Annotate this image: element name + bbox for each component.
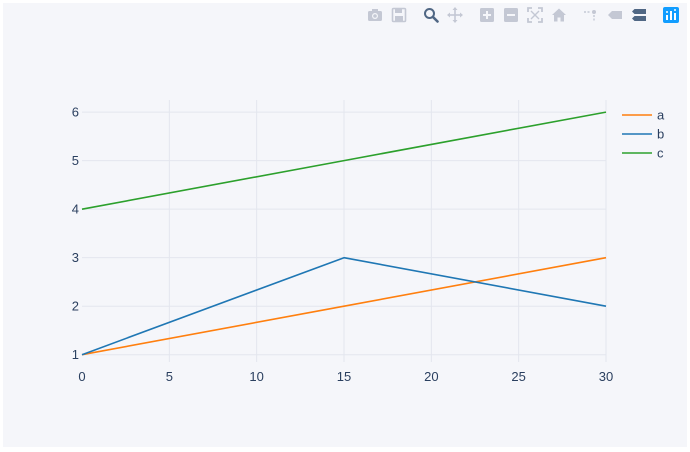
- y-tick-label: 3: [72, 250, 79, 265]
- hover-compare-icon[interactable]: [628, 4, 650, 26]
- modebar: [364, 4, 682, 26]
- save-icon[interactable]: [388, 4, 410, 26]
- series-line-a[interactable]: [81, 256, 607, 356]
- plotly-logo-icon[interactable]: [660, 4, 682, 26]
- x-tick-label: 30: [599, 369, 613, 384]
- y-tick-label: 5: [72, 153, 79, 168]
- x-tick-label: 15: [337, 369, 351, 384]
- zoom-out-icon[interactable]: [500, 4, 522, 26]
- reset-axes-icon[interactable]: [548, 4, 570, 26]
- zoom-in-icon[interactable]: [476, 4, 498, 26]
- gridlines: [82, 100, 607, 362]
- plot-background: [3, 3, 687, 447]
- y-tick-label: 4: [72, 202, 79, 217]
- x-tick-label: 0: [78, 369, 85, 384]
- y-tick-label: 1: [72, 347, 79, 362]
- spike-lines-icon[interactable]: [580, 4, 602, 26]
- series-lines[interactable]: [81, 111, 607, 356]
- legend-label: b: [657, 127, 664, 142]
- legend-item-b[interactable]: b: [622, 127, 664, 142]
- zoom-icon[interactable]: [420, 4, 442, 26]
- x-tick-label: 20: [424, 369, 438, 384]
- hover-closest-icon[interactable]: [604, 4, 626, 26]
- series-line-b[interactable]: [81, 256, 607, 356]
- x-tick-label: 10: [249, 369, 263, 384]
- legend-label: c: [657, 146, 664, 161]
- x-tick-label: 25: [511, 369, 525, 384]
- x-tick-label: 5: [166, 369, 173, 384]
- x-axis-ticks: 0 5 10 15 20 25 30: [78, 369, 613, 384]
- legend-item-a[interactable]: a: [622, 108, 665, 123]
- legend[interactable]: abc: [622, 108, 665, 161]
- series-line-c[interactable]: [81, 111, 607, 210]
- pan-icon[interactable]: [444, 4, 466, 26]
- legend-label: a: [657, 108, 665, 123]
- autoscale-icon[interactable]: [524, 4, 546, 26]
- y-tick-label: 2: [72, 299, 79, 314]
- camera-icon[interactable]: [364, 4, 386, 26]
- legend-item-c[interactable]: c: [622, 146, 664, 161]
- y-tick-label: 6: [72, 105, 79, 120]
- y-axis-ticks: 1 2 3 4 5 6: [72, 105, 79, 363]
